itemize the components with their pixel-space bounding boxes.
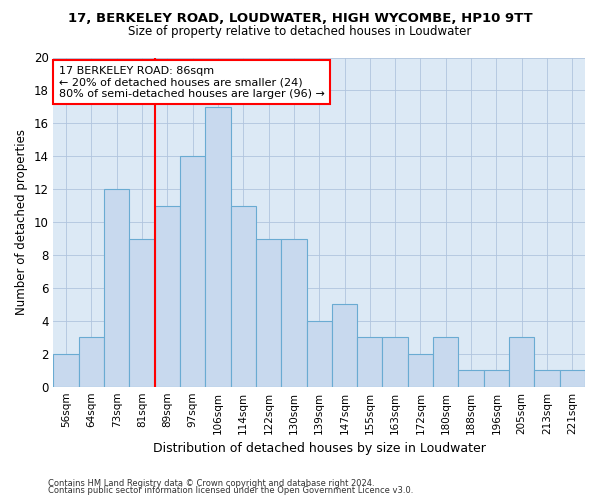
Bar [79, 338, 104, 386]
Bar [230, 206, 256, 386]
Bar [433, 338, 458, 386]
Text: 17 BERKELEY ROAD: 86sqm
← 20% of detached houses are smaller (24)
80% of semi-de: 17 BERKELEY ROAD: 86sqm ← 20% of detache… [59, 66, 325, 99]
Bar [307, 321, 332, 386]
Text: Size of property relative to detached houses in Loudwater: Size of property relative to detached ho… [128, 25, 472, 38]
Bar [180, 156, 205, 386]
Text: Contains public sector information licensed under the Open Government Licence v3: Contains public sector information licen… [48, 486, 413, 495]
Bar [357, 338, 382, 386]
Bar [509, 338, 535, 386]
Bar [281, 238, 307, 386]
Y-axis label: Number of detached properties: Number of detached properties [15, 129, 28, 315]
Bar [484, 370, 509, 386]
Bar [560, 370, 585, 386]
X-axis label: Distribution of detached houses by size in Loudwater: Distribution of detached houses by size … [153, 442, 485, 455]
Bar [458, 370, 484, 386]
Bar [155, 206, 180, 386]
Bar [256, 238, 281, 386]
Text: 17, BERKELEY ROAD, LOUDWATER, HIGH WYCOMBE, HP10 9TT: 17, BERKELEY ROAD, LOUDWATER, HIGH WYCOM… [68, 12, 532, 26]
Text: Contains HM Land Registry data © Crown copyright and database right 2024.: Contains HM Land Registry data © Crown c… [48, 478, 374, 488]
Bar [104, 189, 130, 386]
Bar [332, 304, 357, 386]
Bar [382, 338, 408, 386]
Bar [205, 107, 230, 386]
Bar [53, 354, 79, 386]
Bar [408, 354, 433, 386]
Bar [130, 238, 155, 386]
Bar [535, 370, 560, 386]
